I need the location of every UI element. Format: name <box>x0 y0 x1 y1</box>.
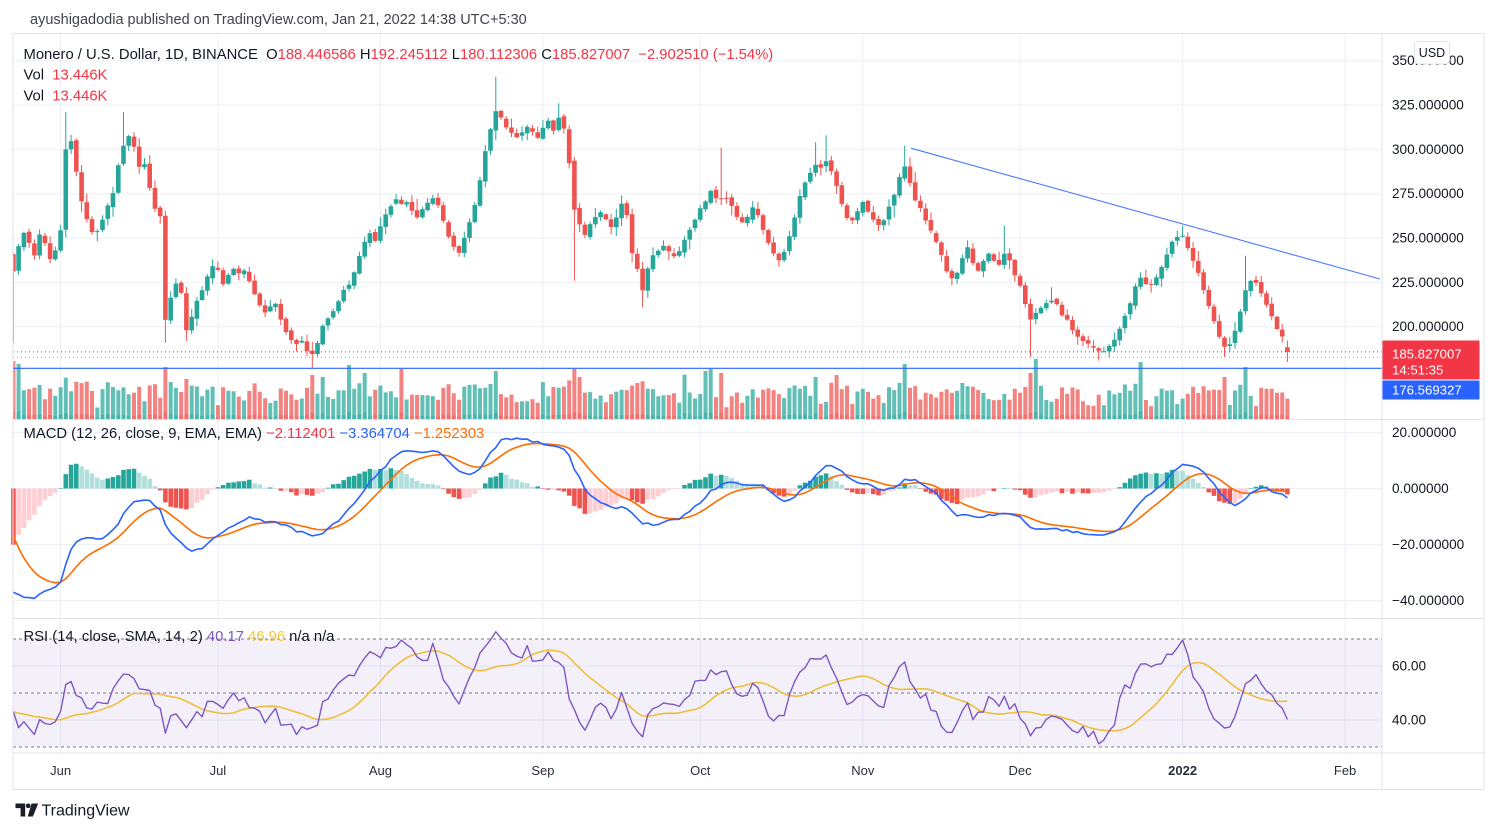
svg-text:Dec: Dec <box>1009 763 1033 778</box>
svg-text:USD: USD <box>1419 46 1445 60</box>
svg-text:250.000000: 250.000000 <box>1392 231 1464 246</box>
svg-text:Feb: Feb <box>1334 763 1356 778</box>
svg-text:Nov: Nov <box>851 763 875 778</box>
svg-text:325.000000: 325.000000 <box>1392 98 1464 113</box>
svg-text:200.000000: 200.000000 <box>1392 319 1464 334</box>
svg-text:Oct: Oct <box>690 763 711 778</box>
svg-text:Aug: Aug <box>369 763 392 778</box>
svg-text:Vol 13.446K: Vol 13.446K <box>24 68 108 84</box>
svg-text:185.827007: 185.827007 <box>1392 347 1462 362</box>
svg-text:Sep: Sep <box>531 763 554 778</box>
svg-text:225.000000: 225.000000 <box>1392 275 1464 290</box>
svg-text:176.569327: 176.569327 <box>1392 383 1462 398</box>
svg-text:ayushigadodia published on Tra: ayushigadodia published on TradingView.c… <box>30 12 527 28</box>
svg-text:20.000000: 20.000000 <box>1392 425 1457 440</box>
svg-text:Jun: Jun <box>50 763 71 778</box>
svg-text:TradingView: TradingView <box>42 803 130 820</box>
svg-text:40.00: 40.00 <box>1392 713 1426 728</box>
svg-text:300.000000: 300.000000 <box>1392 142 1464 157</box>
svg-text:−40.000000: −40.000000 <box>1392 593 1465 608</box>
svg-text:RSI (14, close, SMA, 14, 2) 40: RSI (14, close, SMA, 14, 2) 40.17 46.96 … <box>24 629 336 645</box>
svg-text:−20.000000: −20.000000 <box>1392 537 1465 552</box>
svg-text:60.00: 60.00 <box>1392 659 1426 674</box>
svg-text:275.000000: 275.000000 <box>1392 186 1464 201</box>
svg-text:Monero / U.S. Dollar, 1D, BINA: Monero / U.S. Dollar, 1D, BINANCE O188.4… <box>24 47 774 63</box>
svg-text:Vol 13.446K: Vol 13.446K <box>24 89 108 105</box>
svg-text:14:51:35: 14:51:35 <box>1392 363 1443 378</box>
svg-text:0.000000: 0.000000 <box>1392 481 1449 496</box>
svg-text:MACD (12, 26, close, 9, EMA, E: MACD (12, 26, close, 9, EMA, EMA) −2.112… <box>24 426 485 442</box>
svg-text:Jul: Jul <box>210 763 227 778</box>
svg-text:2022: 2022 <box>1168 763 1197 778</box>
